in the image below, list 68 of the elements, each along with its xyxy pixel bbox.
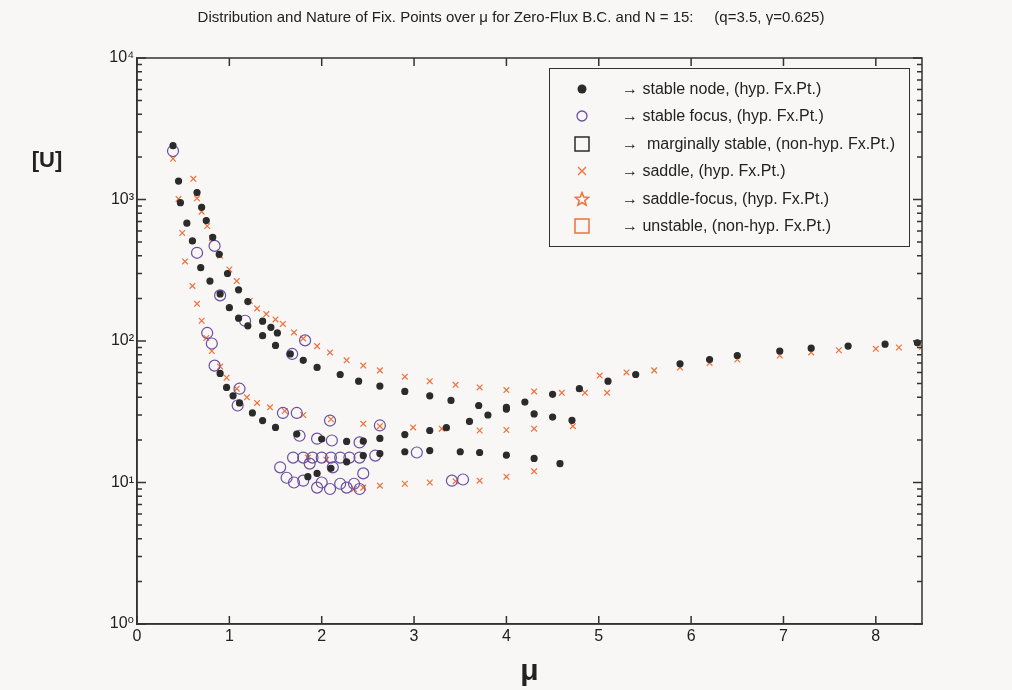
point [343,451,356,464]
x-tick-label: 7 [779,627,789,645]
point [274,461,287,474]
point [297,451,310,464]
x-axis-title: μ [520,653,539,687]
chart-title: Distribution and Nature of Fix. Points over μ for Zero-Flux B.C. and N = 15: (q=3.5, γ=0.625) [197,8,825,26]
point [306,451,319,464]
point [303,457,316,470]
point [238,314,252,327]
point [214,289,227,302]
point [287,476,301,489]
point [334,451,347,464]
x-tick-label: 3 [409,627,419,645]
point [324,451,338,464]
legend-label: → stable node, (hyp. Fx.Pt.) [622,79,822,98]
point [205,337,218,350]
point [166,144,180,158]
x-tick-label: 8 [871,627,881,645]
point [286,347,299,361]
point [347,477,361,490]
point [286,451,300,464]
legend-label: → stable focus, (hyp. Fx.Pt.) [622,107,824,126]
point [323,482,337,496]
point [315,476,328,489]
y-tick-label: 10² [110,331,135,349]
legend-label: → saddle-focus, (hyp. Fx.Pt.) [622,189,830,208]
point [208,239,221,252]
point [315,451,328,464]
y-tick-label: 10⁰ [109,614,134,632]
y-tick-label: 10⁴ [109,48,135,66]
point [290,406,303,420]
point [293,429,306,442]
y-axis-title: [U] [31,147,63,173]
point [297,474,310,487]
point [201,326,214,340]
point [310,481,324,494]
point [298,334,312,347]
point [334,477,347,490]
point [340,481,353,494]
x-tick-label: 1 [224,627,234,645]
point [369,449,382,462]
point [276,406,290,420]
x-tick-label: 5 [594,627,604,645]
point [353,436,366,449]
x-tick-label: 2 [317,627,327,645]
point [310,432,324,445]
x-tick-label: 4 [501,627,511,645]
point [233,382,246,395]
point [325,434,338,447]
x-tick-label: 0 [132,627,142,645]
legend-label: → unstable, (non-hyp. Fx.Pt.) [622,217,831,236]
point [208,359,221,372]
point [445,474,459,487]
point [190,246,204,259]
legend-label: → saddle, (hyp. Fx.Pt.) [622,162,786,181]
x-tick-label: 6 [686,627,696,645]
point [231,399,244,412]
point [456,473,470,486]
point [357,467,370,480]
y-tick-label: 10¹ [110,472,134,490]
point [353,451,366,464]
legend-label: → marginally stable, (non-hyp. Fx.Pt.) [622,134,895,153]
point [280,471,293,484]
point [410,446,423,459]
point [323,414,337,427]
point [353,482,366,496]
point [326,461,339,474]
y-tick-label: 10³ [110,189,135,207]
